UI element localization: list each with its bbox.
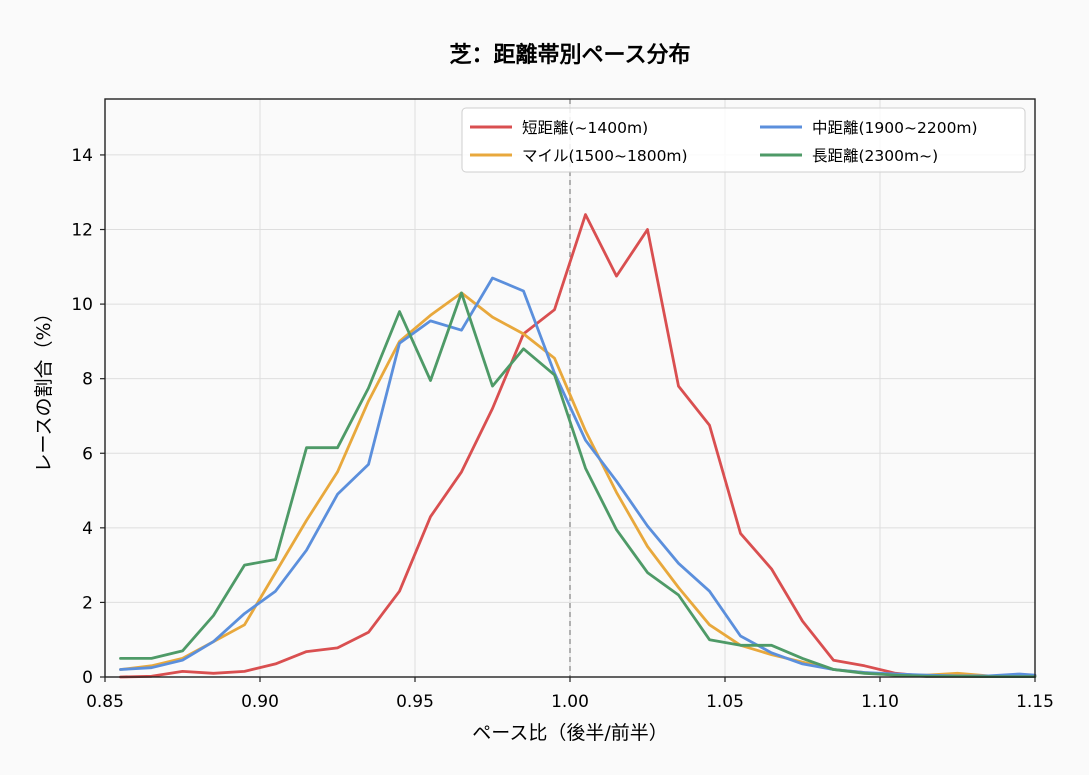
- y-tick-label: 0: [82, 668, 93, 688]
- legend-box: [461, 107, 1026, 173]
- x-tick-label: 1.10: [861, 692, 899, 712]
- x-axis-label: ペース比（後半/前半）: [472, 722, 667, 744]
- y-tick-label: 2: [82, 593, 93, 613]
- x-tick-label: 0.85: [86, 692, 124, 712]
- series-line-2: [119, 291, 1037, 678]
- x-axis: 0.85 0.90 0.95 1.00 1.05 1.10 1.15: [86, 677, 1054, 712]
- legend-label: 短距離(~1400m): [522, 119, 648, 137]
- y-tick-label: 6: [82, 444, 93, 464]
- y-axis: 0 2 4 6 8 10 12 14: [71, 146, 105, 688]
- legend-label: 長距離(2300m~): [812, 147, 938, 165]
- x-tick-label: 0.90: [241, 692, 279, 712]
- y-tick-label: 4: [82, 519, 93, 539]
- series-line-4: [119, 291, 1037, 678]
- y-axis-label: レースの割合（%）: [33, 303, 55, 472]
- series-line-3: [119, 276, 1037, 678]
- chart-title: 芝：距離帯別ペース分布: [450, 42, 691, 68]
- x-tick-label: 1.15: [1016, 692, 1054, 712]
- x-tick-label: 1.00: [551, 692, 589, 712]
- y-tick-label: 8: [82, 370, 93, 390]
- legend-label: 中距離(1900~2200m): [812, 119, 978, 137]
- y-tick-label: 10: [71, 295, 93, 315]
- x-tick-label: 1.05: [706, 692, 744, 712]
- series-group: [119, 213, 1037, 679]
- x-tick-label: 0.95: [396, 692, 434, 712]
- legend: 短距離(~1400m) マイル(1500~1800m) 中距離(1900~2200m…: [461, 107, 1026, 173]
- legend-label: マイル(1500~1800m): [522, 147, 688, 165]
- y-tick-label: 14: [71, 146, 93, 166]
- y-tick-label: 12: [71, 221, 93, 241]
